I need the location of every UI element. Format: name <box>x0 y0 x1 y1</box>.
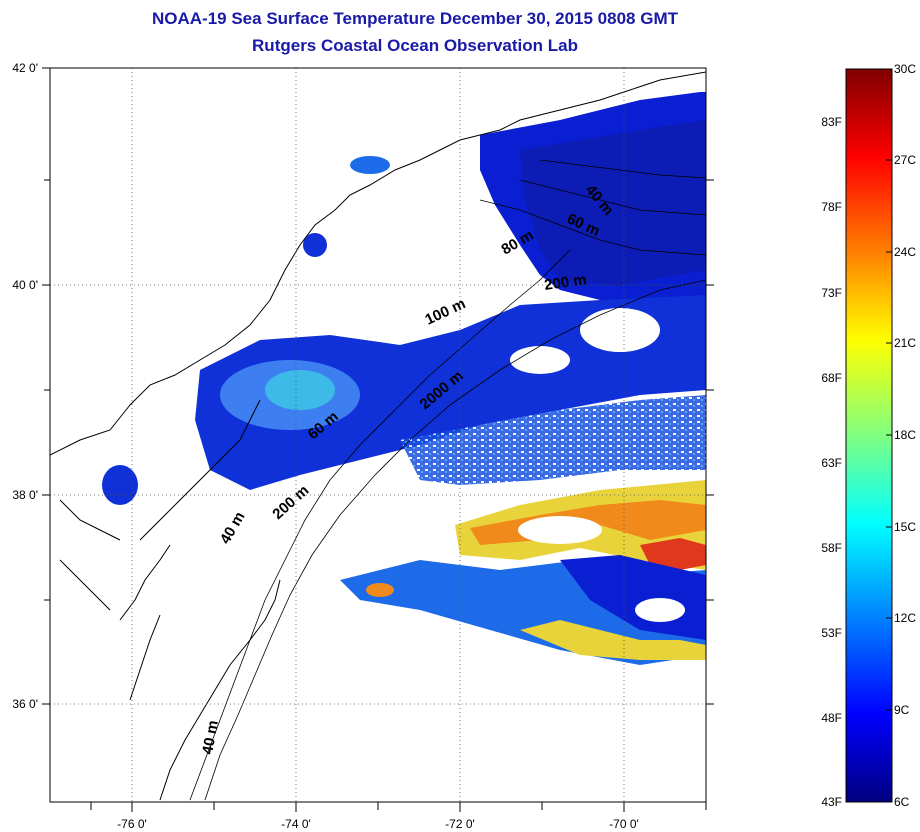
depth-label: 100 m <box>423 295 469 328</box>
depth-label: 200 m <box>543 271 587 294</box>
colorbar-gradient <box>845 68 893 803</box>
sst-patch-dc <box>303 233 327 257</box>
colorbar: 83F 78F 73F 68F 63F 58F 53F 48F 43F 30C 27C 24C 21C 1… <box>821 62 916 809</box>
colorbar-f-label: 48F <box>821 711 842 725</box>
lon-tick-label: -74 0' <box>281 817 311 831</box>
map-title: NOAA-19 Sea Surface Temperature December… <box>152 9 678 28</box>
sst-patch-north <box>350 156 390 174</box>
sst-southern-warm <box>520 620 706 660</box>
lat-tick-label: 40 0' <box>12 278 38 292</box>
lon-tick-labels: -76 0' -74 0' -72 0' -70 0' <box>117 817 639 831</box>
lon-tick-label: -76 0' <box>117 817 147 831</box>
colorbar-f-label: 53F <box>821 626 842 640</box>
cloud-gap <box>580 308 660 352</box>
sst-speckle-zone <box>400 395 706 485</box>
map-subtitle: Rutgers Coastal Ocean Observation Lab <box>252 36 578 55</box>
depth-label: 40 m <box>199 719 222 756</box>
depth-label: 40 m <box>217 509 249 547</box>
lon-tick-label: -72 0' <box>445 817 475 831</box>
sst-orange-patch <box>366 583 394 597</box>
coastline <box>50 71 706 801</box>
graticule <box>50 68 706 802</box>
depth-label: 200 m <box>269 482 312 523</box>
sst-blue-band <box>195 295 706 490</box>
cloud-gap <box>635 598 685 622</box>
colorbar-ticks: 83F 78F 73F 68F 63F 58F 53F 48F 43F 30C 27C 24C 21C 1… <box>821 62 916 809</box>
colorbar-f-label: 78F <box>821 200 842 214</box>
sst-patch-bay <box>102 465 138 505</box>
axis-ticks <box>42 67 714 812</box>
colorbar-f-label: 63F <box>821 456 842 470</box>
colorbar-c-label: 6C <box>894 795 910 809</box>
cloud-gap <box>518 516 602 544</box>
colorbar-c-label: 30C <box>894 62 916 76</box>
lat-tick-labels: 42 0' 40 0' 38 0' 36 0' <box>12 61 38 711</box>
sst-warm-red-spot <box>640 538 706 570</box>
colorbar-f-label: 73F <box>821 286 842 300</box>
colorbar-f-label: 43F <box>821 795 842 809</box>
colorbar-f-label: 68F <box>821 371 842 385</box>
colorbar-c-label: 27C <box>894 153 916 167</box>
colorbar-f-label: 58F <box>821 541 842 555</box>
colorbar-c-label: 18C <box>894 428 916 442</box>
colorbar-c-label: 21C <box>894 336 916 350</box>
colorbar-c-label: 9C <box>894 703 910 717</box>
lat-tick-label: 38 0' <box>12 488 38 502</box>
colorbar-c-label: 15C <box>894 520 916 534</box>
sst-field <box>102 92 706 665</box>
colorbar-c-label: 12C <box>894 611 916 625</box>
bathymetry-contours <box>189 159 706 801</box>
colorbar-f-label: 83F <box>821 115 842 129</box>
lat-tick-label: 36 0' <box>12 697 38 711</box>
lat-tick-label: 42 0' <box>12 61 38 75</box>
cloud-gap <box>510 346 570 374</box>
sst-nearshore-core <box>265 370 335 410</box>
sst-cold-water-northeast-inner <box>520 120 706 285</box>
colorbar-c-label: 24C <box>894 245 916 259</box>
lon-tick-label: -70 0' <box>609 817 639 831</box>
